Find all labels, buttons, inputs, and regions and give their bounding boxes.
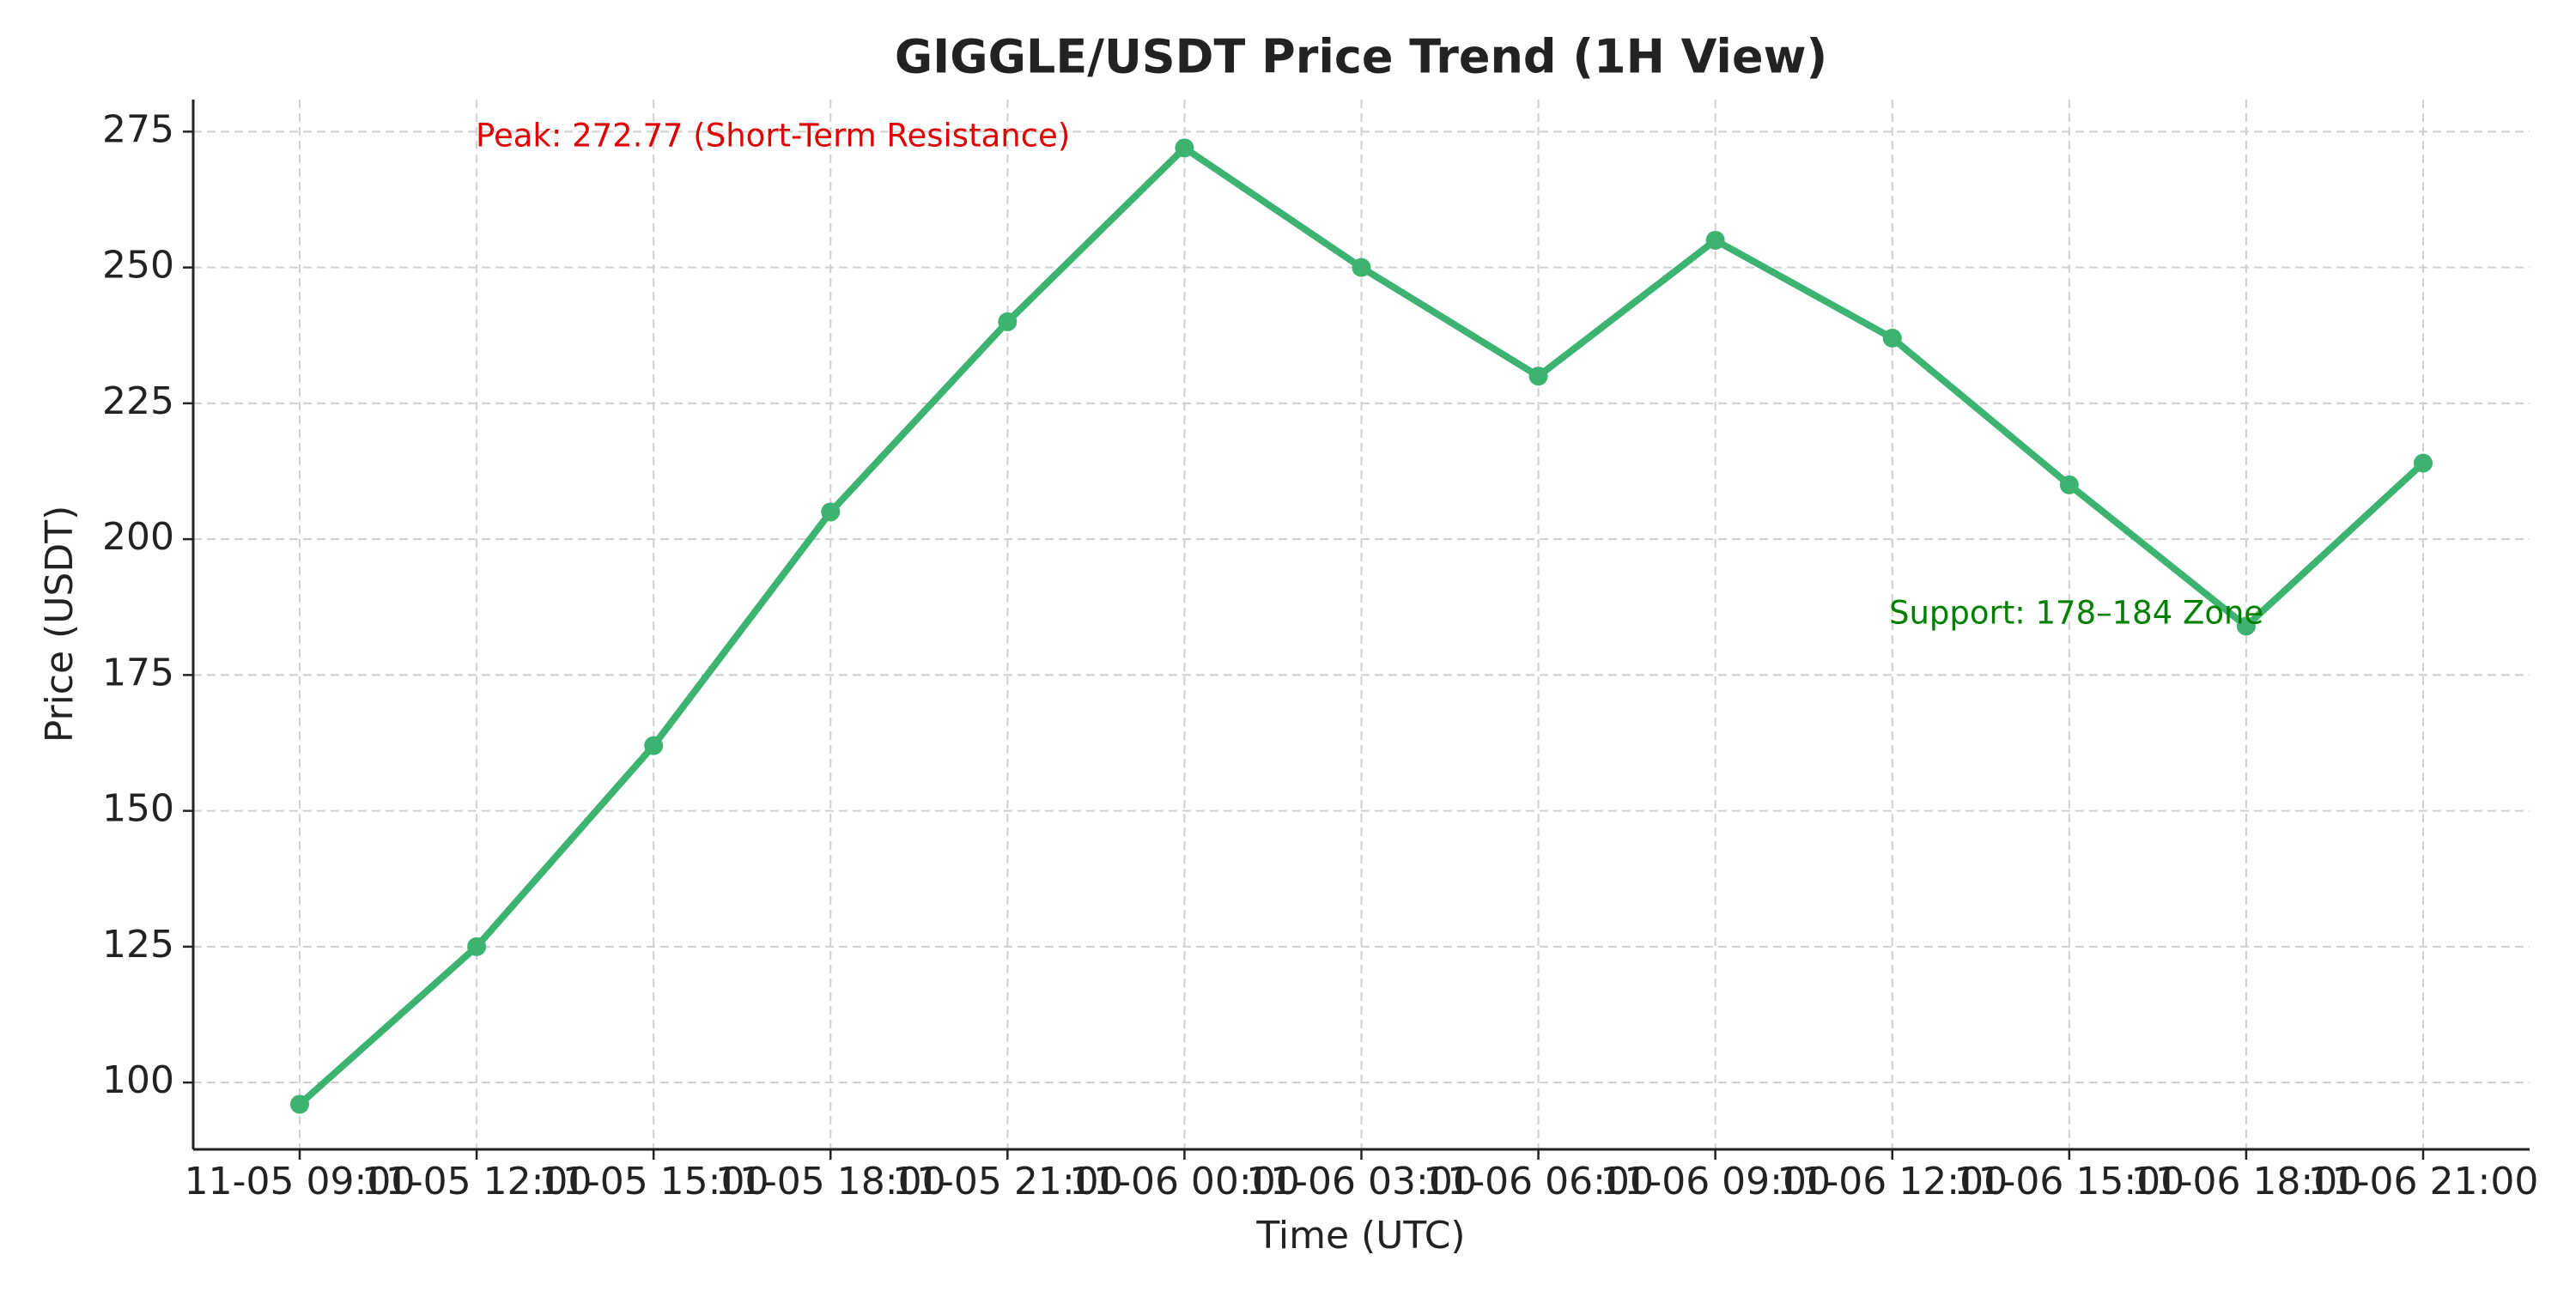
data-point bbox=[1528, 367, 1548, 386]
x-tick-label: 11-05 18:00 bbox=[715, 1160, 946, 1203]
data-point bbox=[2059, 475, 2079, 494]
x-tick-label: 11-06 12:00 bbox=[1777, 1160, 2008, 1203]
chart-title: GIGGLE/USDT Price Trend (1H View) bbox=[895, 30, 1827, 84]
data-point bbox=[2414, 453, 2433, 473]
data-point bbox=[290, 1094, 309, 1114]
y-tick-label: 200 bbox=[102, 515, 174, 559]
data-point bbox=[1352, 258, 1371, 277]
y-tick-label: 175 bbox=[102, 651, 174, 694]
y-axis-label: Price (USDT) bbox=[38, 506, 82, 743]
data-point bbox=[1705, 230, 1725, 250]
data-point bbox=[1882, 328, 1902, 348]
y-tick-label: 100 bbox=[102, 1058, 174, 1102]
y-tick-label: 250 bbox=[102, 244, 174, 288]
x-tick-label: 11-05 09:00 bbox=[185, 1160, 416, 1203]
x-tick-label: 11-06 00:00 bbox=[1069, 1160, 1300, 1203]
data-point bbox=[821, 502, 841, 522]
y-tick-label: 225 bbox=[102, 379, 174, 423]
x-tick-label: 11-06 03:00 bbox=[1246, 1160, 1477, 1203]
y-tick-label: 125 bbox=[102, 923, 174, 967]
data-point bbox=[644, 736, 664, 755]
annotation: Support: 178–184 Zone bbox=[1889, 595, 2263, 632]
x-tick-label: 11-06 18:00 bbox=[2131, 1160, 2362, 1203]
x-tick-label: 11-05 21:00 bbox=[892, 1160, 1123, 1203]
y-tick-label: 150 bbox=[102, 787, 174, 831]
data-point bbox=[1175, 138, 1194, 158]
x-tick-label: 11-06 15:00 bbox=[1954, 1160, 2185, 1203]
x-tick-label: 11-06 09:00 bbox=[1600, 1160, 1831, 1203]
y-tick-label: 275 bbox=[102, 107, 174, 151]
data-point bbox=[2236, 616, 2256, 636]
x-tick-label: 11-05 15:00 bbox=[538, 1160, 769, 1203]
x-tick-label: 11-06 06:00 bbox=[1423, 1160, 1654, 1203]
x-tick-label: 11-06 21:00 bbox=[2308, 1160, 2539, 1203]
x-axis-label: Time (UTC) bbox=[1255, 1214, 1465, 1258]
x-tick-label: 11-05 12:00 bbox=[361, 1160, 592, 1203]
annotation: Peak: 272.77 (Short-Term Resistance) bbox=[476, 118, 1070, 155]
data-point bbox=[467, 936, 487, 956]
data-point bbox=[998, 312, 1018, 331]
